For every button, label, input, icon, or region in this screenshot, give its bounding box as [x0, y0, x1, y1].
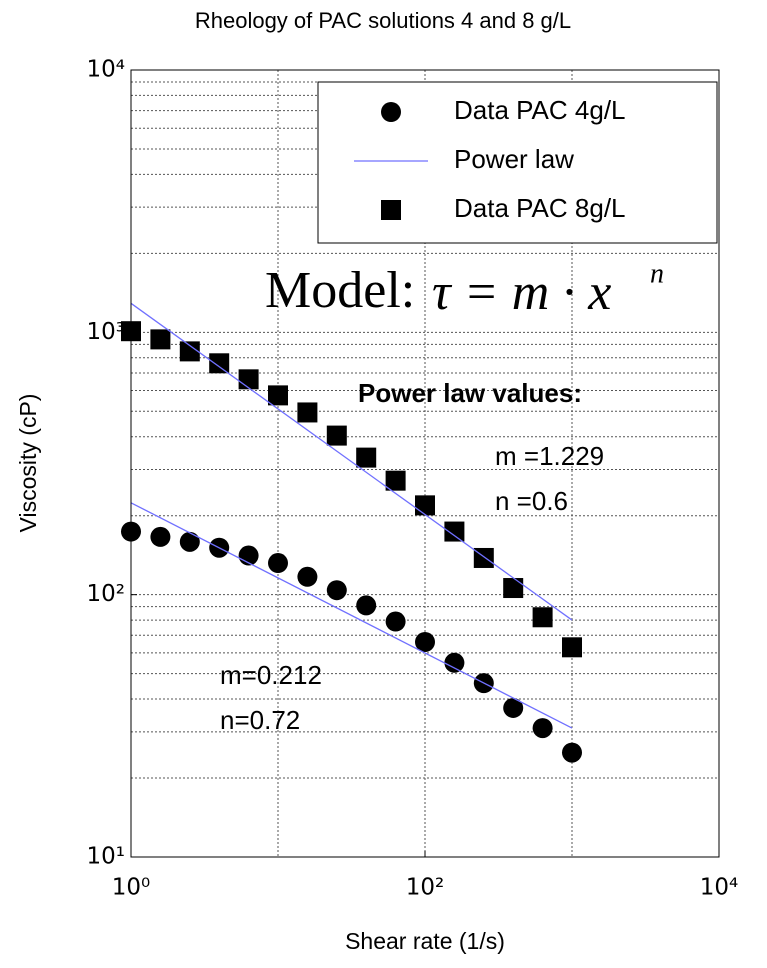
y-axis-label: Viscosity (cP) — [15, 394, 41, 533]
point — [562, 637, 582, 658]
legend-label: Data PAC 8g/L — [454, 193, 626, 223]
point — [326, 425, 347, 446]
model-formula: τ = m · x — [432, 264, 611, 321]
point — [297, 402, 318, 423]
annotation: m =1.229 — [495, 441, 604, 471]
y-tick-label: 10³ — [87, 319, 126, 345]
point — [415, 632, 435, 653]
y-tick-label: 10² — [87, 581, 126, 607]
point — [297, 566, 318, 587]
legend-swatch — [381, 200, 401, 220]
point — [532, 607, 553, 628]
point — [503, 697, 524, 718]
y-tick-label: 10¹ — [87, 844, 126, 870]
x-tick-label: 10⁴ — [700, 875, 739, 901]
legend-swatch — [381, 102, 401, 122]
y-tick-label: 10⁴ — [87, 57, 126, 83]
model-exponent: n — [650, 258, 664, 289]
point — [415, 495, 435, 516]
annotation: n =0.6 — [495, 486, 568, 516]
fit-line — [130, 302, 573, 621]
legend-label: Power law — [454, 144, 574, 174]
point — [326, 580, 347, 601]
point — [209, 353, 230, 374]
point — [179, 531, 200, 552]
legend: Data PAC 4g/L Power law Data PAC 8g/L — [317, 81, 718, 244]
chart-title: Rheology of PAC solutions 4 and 8 g/L — [195, 8, 571, 33]
point — [385, 611, 406, 632]
point — [532, 718, 553, 739]
point — [179, 341, 200, 362]
point — [444, 521, 465, 542]
model-label: Model: — [265, 262, 415, 319]
point — [385, 470, 406, 491]
point — [150, 329, 171, 350]
power-law-heading: Power law values: — [358, 378, 582, 408]
fit-line — [130, 502, 573, 729]
point — [356, 595, 377, 616]
point — [503, 578, 524, 599]
point — [562, 742, 582, 763]
point — [150, 526, 171, 547]
annotation: m=0.212 — [220, 660, 322, 690]
point — [268, 385, 288, 406]
x-tick-label: 10⁰ — [112, 875, 151, 901]
point — [238, 369, 259, 390]
annotation: n=0.72 — [220, 705, 300, 735]
x-tick-label: 10² — [406, 875, 445, 901]
point — [356, 447, 377, 468]
marks — [121, 302, 582, 763]
point — [444, 652, 465, 673]
point — [268, 553, 288, 574]
legend-label: Data PAC 4g/L — [454, 95, 626, 125]
x-axis-label: Shear rate (1/s) — [345, 928, 505, 954]
